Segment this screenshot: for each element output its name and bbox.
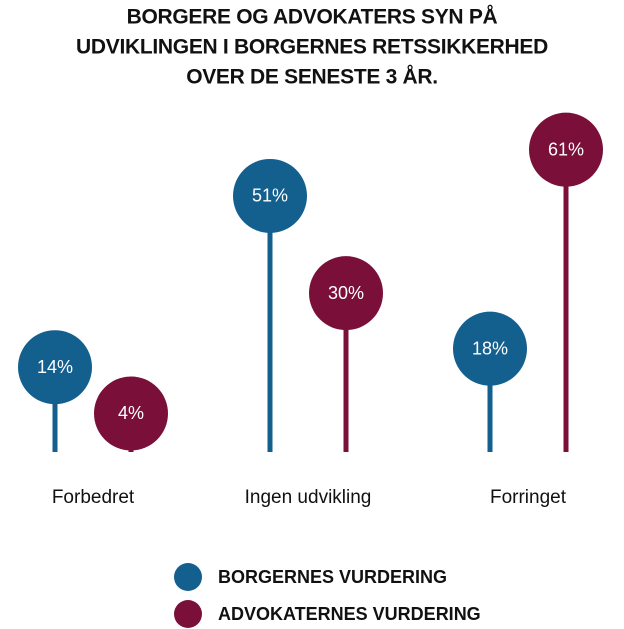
value-label: 61% [548,139,584,159]
chart-title: UDVIKLINGEN I BORGERNES RETSSIKKERHED [76,36,548,59]
legend-label: BORGERNES VURDERING [218,567,447,587]
legend-marker [174,600,202,628]
chart-title: BORGERE OG ADVOKATERS SYN PÅ [127,5,498,29]
x-tick-label: Ingen udvikling [245,487,372,508]
dot [94,376,168,451]
value-label: 14% [37,357,73,377]
chart-title: OVER DE SENESTE 3 ÅR. [186,65,438,89]
dot [18,330,92,405]
legend-marker [174,563,202,591]
value-label: 51% [252,186,288,206]
dot [529,112,603,187]
value-label: 4% [118,403,144,423]
value-label: 30% [328,283,364,303]
dot [453,311,527,386]
value-label: 18% [472,338,508,358]
legend-label: ADVOKATERNES VURDERING [218,604,481,624]
dot [233,158,307,233]
x-tick-label: Forbedret [52,487,135,508]
dot [309,256,383,331]
x-tick-label: Forringet [490,487,567,508]
